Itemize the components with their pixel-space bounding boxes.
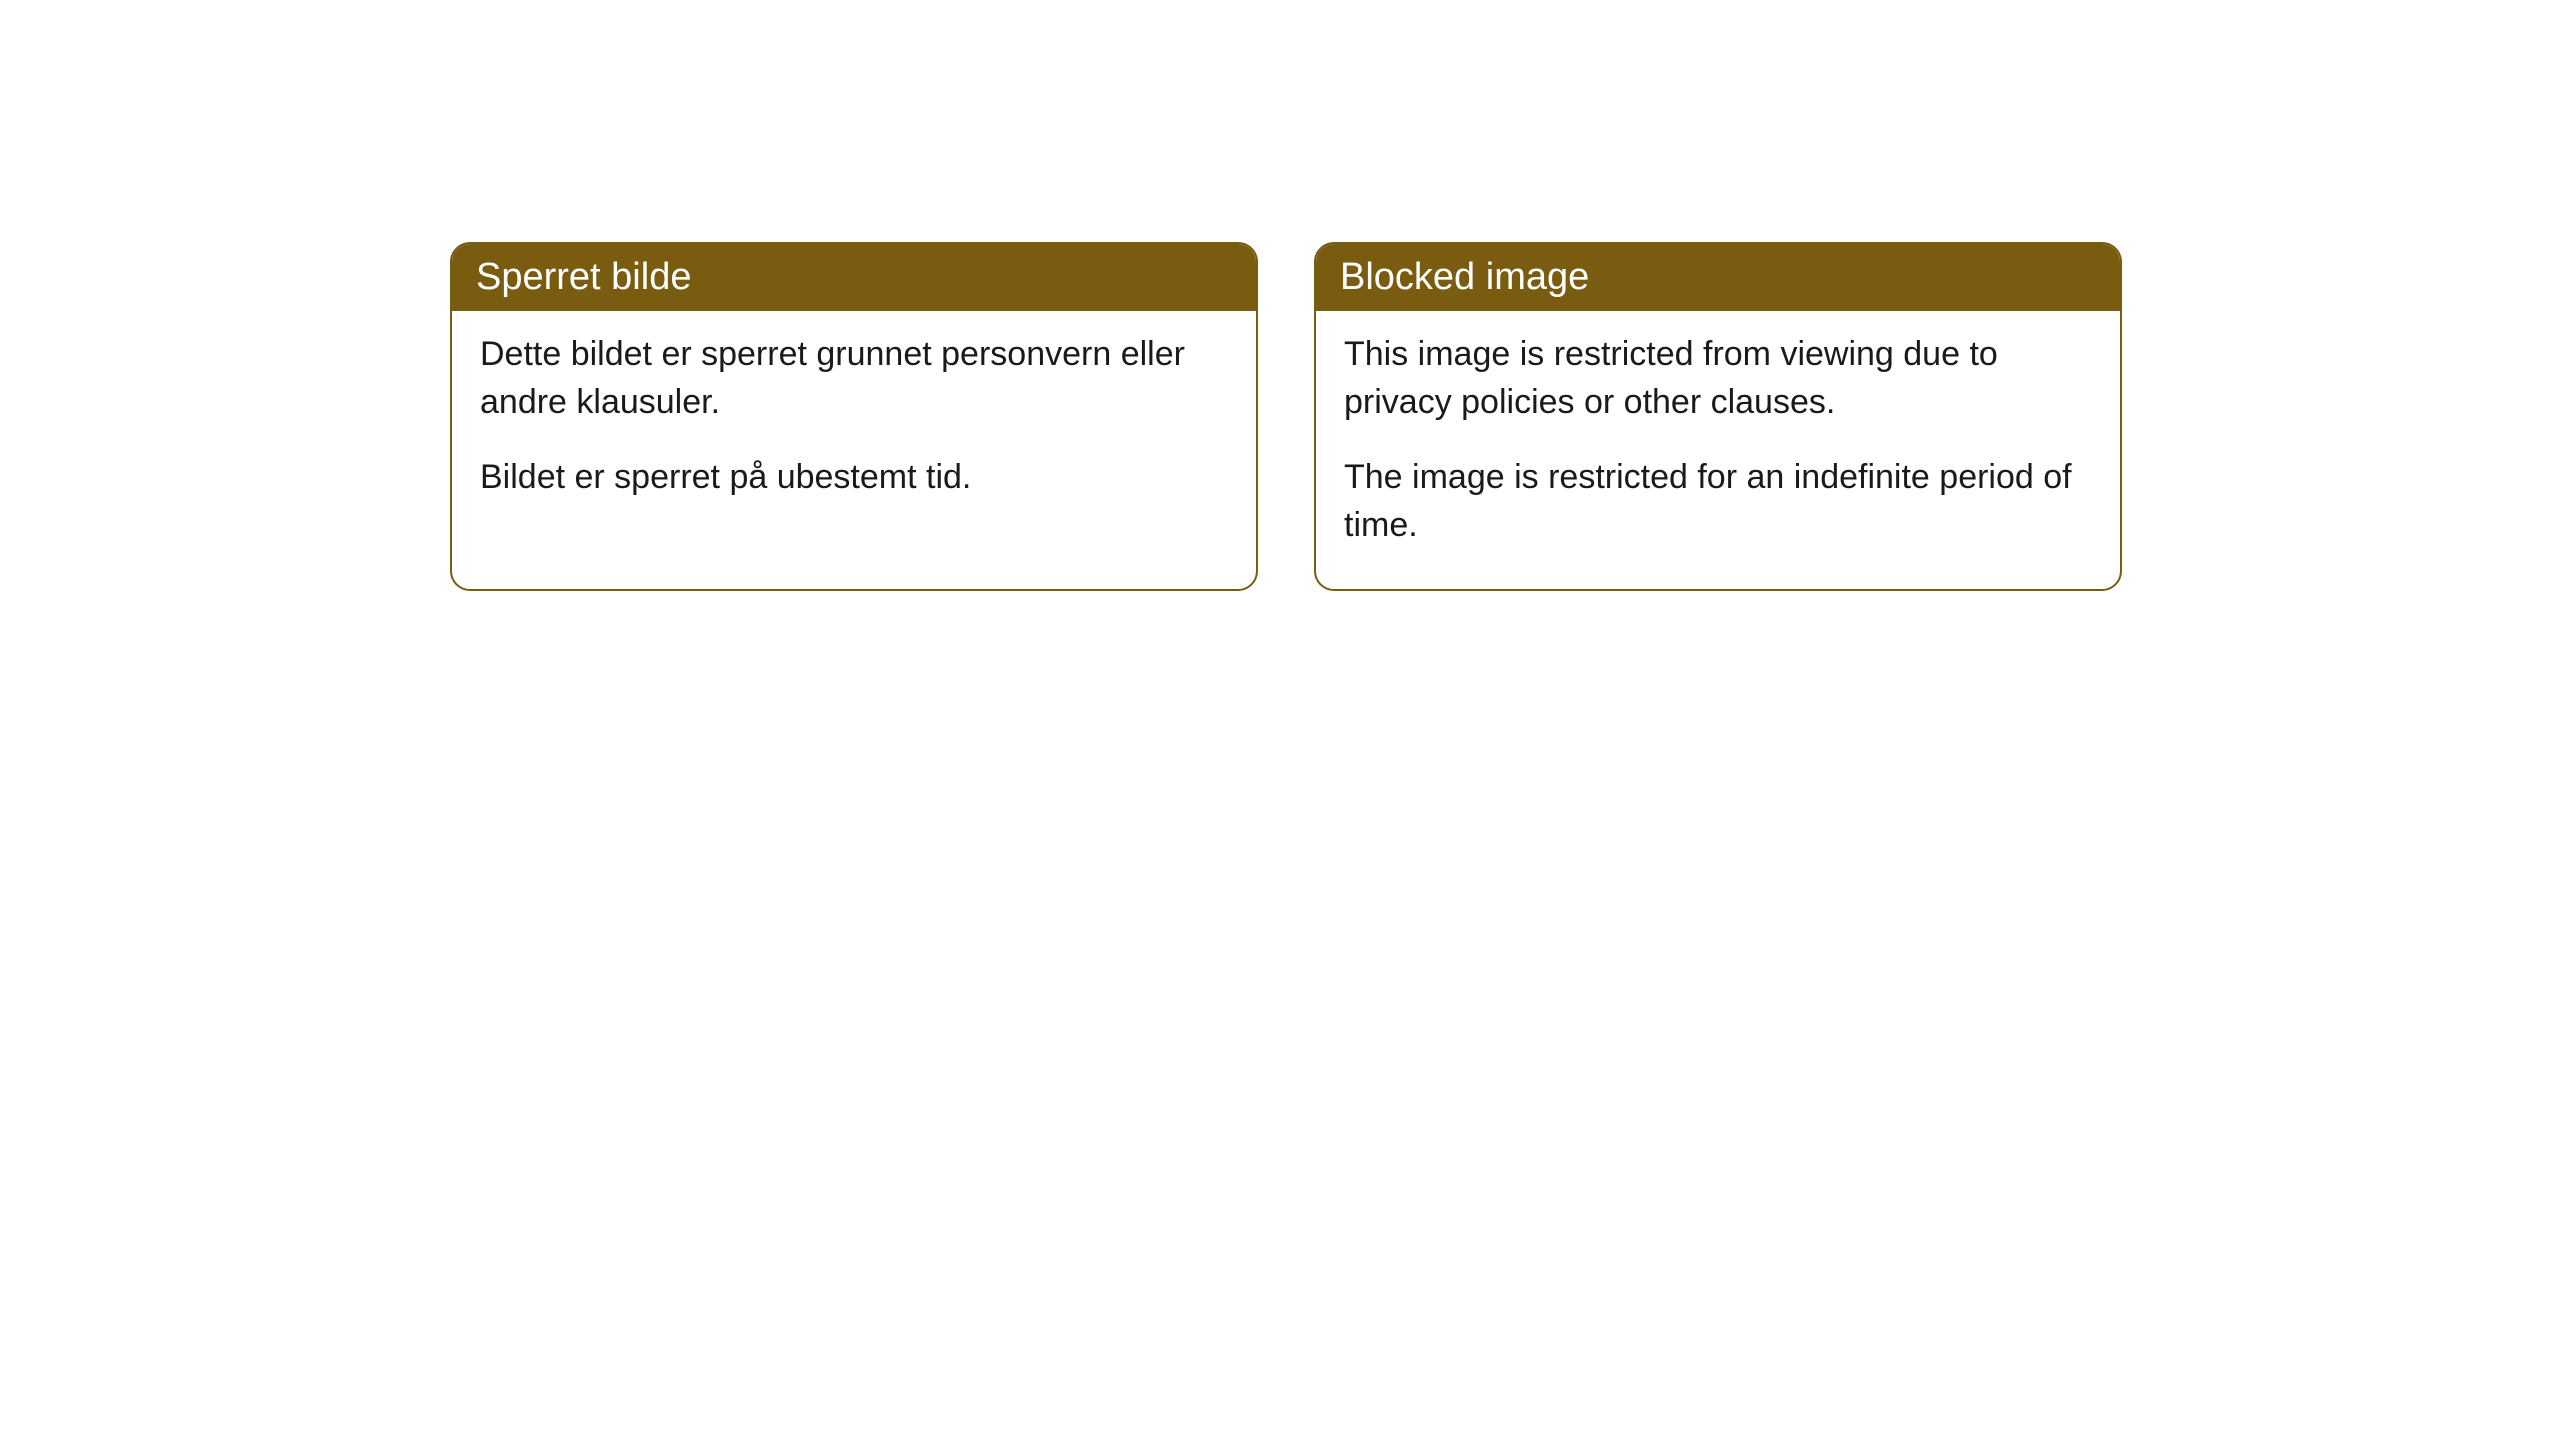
card-body-english: This image is restricted from viewing du…	[1316, 311, 2120, 589]
card-header-norwegian: Sperret bilde	[452, 244, 1256, 311]
card-text-norwegian-1: Dette bildet er sperret grunnet personve…	[480, 331, 1228, 426]
card-text-norwegian-2: Bildet er sperret på ubestemt tid.	[480, 454, 1228, 502]
blocked-image-card-norwegian: Sperret bilde Dette bildet er sperret gr…	[450, 242, 1258, 591]
card-body-norwegian: Dette bildet er sperret grunnet personve…	[452, 311, 1256, 542]
card-title-norwegian: Sperret bilde	[476, 256, 691, 298]
blocked-image-card-english: Blocked image This image is restricted f…	[1314, 242, 2122, 591]
notice-container: Sperret bilde Dette bildet er sperret gr…	[450, 242, 2122, 591]
card-title-english: Blocked image	[1340, 256, 1589, 298]
card-text-english-2: The image is restricted for an indefinit…	[1344, 454, 2092, 549]
card-text-english-1: This image is restricted from viewing du…	[1344, 331, 2092, 426]
card-header-english: Blocked image	[1316, 244, 2120, 311]
